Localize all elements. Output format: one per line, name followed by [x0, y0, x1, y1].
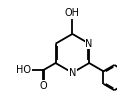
Text: N: N: [85, 39, 93, 49]
Text: N: N: [69, 68, 76, 78]
Text: O: O: [39, 81, 47, 91]
Text: OH: OH: [65, 8, 80, 18]
Text: HO: HO: [16, 65, 31, 75]
